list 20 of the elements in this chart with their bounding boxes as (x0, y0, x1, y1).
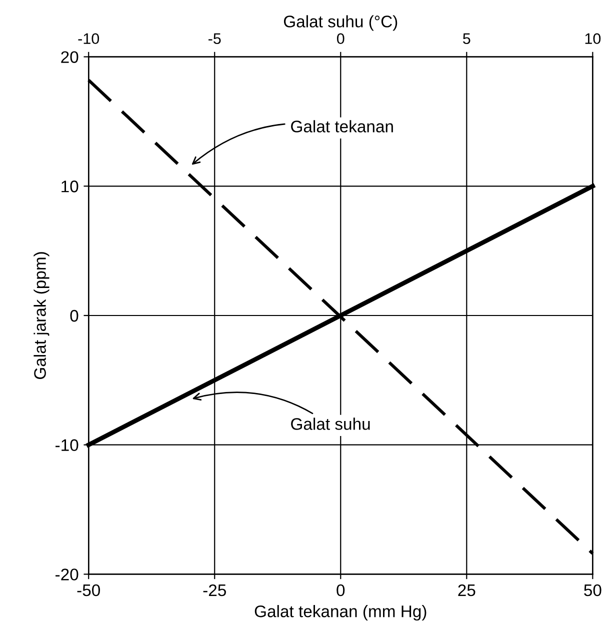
x2-tick-label: 5 (463, 33, 470, 44)
x-axis-title: Galat tekanan (mm Hg) (254, 605, 426, 621)
x-tick-label: -25 (203, 584, 226, 596)
y-tick-label: 20 (61, 51, 78, 63)
x2-tick-label: -10 (78, 33, 100, 44)
x2-tick-label: 0 (336, 33, 344, 44)
y-axis-title: Galat jarak (ppm) (34, 252, 50, 380)
x2-tick-label: 10 (585, 33, 601, 44)
annotation: Galat suhu (291, 418, 370, 430)
annotation: Galat tekanan (291, 120, 393, 132)
x2-tick-label: -5 (208, 33, 221, 44)
y-tick-label: 10 (62, 180, 78, 192)
x-tick-label: 50 (584, 584, 602, 596)
y-tick-label: 0 (70, 310, 78, 322)
x-tick-label: 0 (336, 584, 345, 596)
y-tick-label: -10 (56, 439, 78, 452)
x-tick-label: 25 (458, 584, 476, 596)
y-tick-label: -20 (56, 568, 78, 580)
x-tick-label: -50 (77, 584, 100, 596)
x2-axis-title: Galat suhu (°C) (284, 15, 398, 31)
